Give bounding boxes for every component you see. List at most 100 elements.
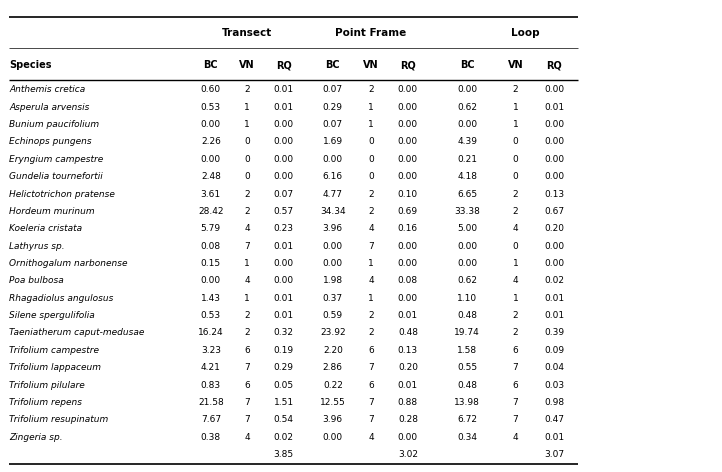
- Text: 12.55: 12.55: [320, 398, 346, 407]
- Text: Trifolium repens: Trifolium repens: [9, 398, 82, 407]
- Text: 5.00: 5.00: [457, 224, 477, 233]
- Text: 0.00: 0.00: [201, 155, 221, 164]
- Text: 3.85: 3.85: [274, 450, 294, 459]
- Text: 0.00: 0.00: [274, 172, 294, 181]
- Text: 0.32: 0.32: [274, 329, 294, 337]
- Text: 0.13: 0.13: [398, 346, 418, 355]
- Text: 0.00: 0.00: [398, 433, 418, 442]
- Text: Rhagadiolus angulosus: Rhagadiolus angulosus: [9, 294, 114, 303]
- Text: 6: 6: [368, 346, 374, 355]
- Text: 4.77: 4.77: [323, 190, 343, 199]
- Text: 4: 4: [513, 277, 518, 286]
- Text: 4.18: 4.18: [457, 172, 477, 181]
- Text: 2: 2: [513, 207, 518, 216]
- Text: 0.00: 0.00: [457, 259, 477, 268]
- Text: 2: 2: [368, 85, 374, 94]
- Text: 0.01: 0.01: [544, 103, 565, 112]
- Text: 0.83: 0.83: [201, 380, 221, 389]
- Text: 0.07: 0.07: [274, 190, 294, 199]
- Text: 0.01: 0.01: [274, 85, 294, 94]
- Text: 0.07: 0.07: [323, 120, 343, 129]
- Text: 7: 7: [244, 415, 250, 424]
- Text: 4: 4: [368, 224, 374, 233]
- Text: Bunium paucifolium: Bunium paucifolium: [9, 120, 100, 129]
- Text: 0.00: 0.00: [398, 172, 418, 181]
- Text: 0.00: 0.00: [544, 120, 565, 129]
- Text: 2: 2: [244, 207, 250, 216]
- Text: 0.08: 0.08: [201, 242, 221, 251]
- Text: 0.39: 0.39: [544, 329, 565, 337]
- Text: Transect: Transect: [222, 28, 272, 38]
- Text: 0.00: 0.00: [274, 137, 294, 146]
- Text: 0.00: 0.00: [544, 172, 565, 181]
- Text: 1: 1: [244, 294, 250, 303]
- Text: 1: 1: [368, 103, 374, 112]
- Text: 2.86: 2.86: [323, 363, 343, 372]
- Text: 6: 6: [244, 380, 250, 389]
- Text: 0.01: 0.01: [398, 311, 418, 320]
- Text: 19.74: 19.74: [454, 329, 480, 337]
- Text: 1.51: 1.51: [274, 398, 294, 407]
- Text: 0.00: 0.00: [201, 277, 221, 286]
- Text: Trifolium pilulare: Trifolium pilulare: [9, 380, 85, 389]
- Text: 0.09: 0.09: [544, 346, 565, 355]
- Text: Echinops pungens: Echinops pungens: [9, 137, 92, 146]
- Text: 0.00: 0.00: [274, 259, 294, 268]
- Text: Gundelia tournefortii: Gundelia tournefortii: [9, 172, 103, 181]
- Text: Eryngium campestre: Eryngium campestre: [9, 155, 104, 164]
- Text: 0.59: 0.59: [323, 311, 343, 320]
- Text: 0.04: 0.04: [544, 363, 565, 372]
- Text: 6: 6: [244, 346, 250, 355]
- Text: 2: 2: [513, 311, 518, 320]
- Text: 2: 2: [513, 85, 518, 94]
- Text: 0.00: 0.00: [544, 155, 565, 164]
- Text: 0.00: 0.00: [398, 85, 418, 94]
- Text: 0.62: 0.62: [457, 277, 477, 286]
- Text: 4.21: 4.21: [201, 363, 221, 372]
- Text: 2.48: 2.48: [201, 172, 221, 181]
- Text: Point Frame: Point Frame: [335, 28, 406, 38]
- Text: Zingeria sp.: Zingeria sp.: [9, 433, 63, 442]
- Text: 0.47: 0.47: [544, 415, 565, 424]
- Text: 0.01: 0.01: [274, 294, 294, 303]
- Text: 3.96: 3.96: [323, 415, 343, 424]
- Text: BC: BC: [204, 60, 218, 70]
- Text: 1: 1: [513, 120, 518, 129]
- Text: Taeniatherum caput-medusae: Taeniatherum caput-medusae: [9, 329, 144, 337]
- Text: 33.38: 33.38: [454, 207, 480, 216]
- Text: 0: 0: [244, 137, 250, 146]
- Text: 0.01: 0.01: [544, 294, 565, 303]
- Text: 0: 0: [368, 172, 374, 181]
- Text: 4: 4: [513, 433, 518, 442]
- Text: 1.10: 1.10: [457, 294, 477, 303]
- Text: 0: 0: [244, 155, 250, 164]
- Text: 4: 4: [513, 224, 518, 233]
- Text: 6: 6: [513, 346, 518, 355]
- Text: 0.00: 0.00: [398, 137, 418, 146]
- Text: 4: 4: [244, 224, 250, 233]
- Text: 34.34: 34.34: [320, 207, 346, 216]
- Text: Species: Species: [9, 60, 52, 70]
- Text: 0.10: 0.10: [398, 190, 418, 199]
- Text: 0.48: 0.48: [457, 311, 477, 320]
- Text: 6.72: 6.72: [457, 415, 477, 424]
- Text: 0.00: 0.00: [398, 242, 418, 251]
- Text: Silene spergulifolia: Silene spergulifolia: [9, 311, 95, 320]
- Text: 7: 7: [513, 363, 518, 372]
- Text: 0: 0: [244, 172, 250, 181]
- Text: 2: 2: [513, 190, 518, 199]
- Text: 7: 7: [513, 398, 518, 407]
- Text: 0.28: 0.28: [398, 415, 418, 424]
- Text: 1: 1: [368, 259, 374, 268]
- Text: 0.69: 0.69: [398, 207, 418, 216]
- Text: 2: 2: [368, 190, 374, 199]
- Text: 0.00: 0.00: [201, 120, 221, 129]
- Text: 1: 1: [244, 259, 250, 268]
- Text: 7: 7: [244, 398, 250, 407]
- Text: 1: 1: [368, 294, 374, 303]
- Text: 0.01: 0.01: [544, 311, 565, 320]
- Text: 2: 2: [244, 85, 250, 94]
- Text: 0.00: 0.00: [544, 85, 565, 94]
- Text: VN: VN: [508, 60, 523, 70]
- Text: 0.01: 0.01: [274, 242, 294, 251]
